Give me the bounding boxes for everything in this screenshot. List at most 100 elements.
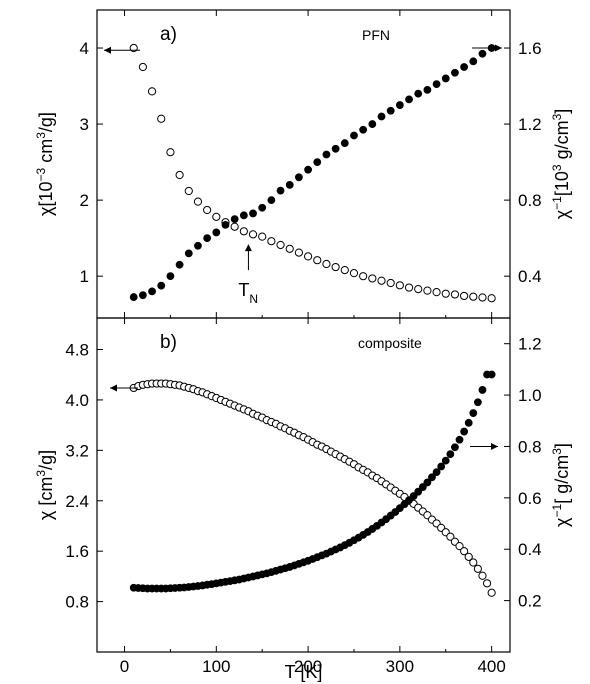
y-left-tick-label: 4.8 [65,341,89,360]
data-point [487,588,496,597]
right-axis-arrow [472,44,502,52]
data-point [148,287,156,296]
y-left-tick-label: 1 [80,267,89,286]
y-left-tick-label: 3.2 [65,441,89,460]
data-point [294,248,304,257]
tn-annotation: TN [238,244,258,306]
series-right-filled-circle [129,370,496,593]
panel-b: 0 100 200 300 400 0.8 1.6 2.4 3.2 4.0 4.8 0.2 0.4 0.6… [34,317,572,676]
data-point [340,139,349,147]
data-point [432,288,441,297]
series-left-open-circle [129,43,496,303]
y-right-tick-label: 0.8 [518,191,542,210]
data-point [464,552,473,561]
data-point [157,281,166,290]
data-point [322,259,331,269]
data-point [478,293,487,302]
y-right-axis-title: χ−1[ g/cm3] [550,443,572,527]
data-point [331,262,340,272]
panel-label: b) [160,332,177,353]
data-point [368,120,377,128]
y-right-tick-label: 0.8 [518,437,542,456]
y-right-tick-label: 1.2 [518,115,542,134]
data-point [276,240,285,250]
data-point [460,63,469,71]
data-point [138,62,147,72]
data-point [478,386,487,394]
data-point [460,427,469,436]
data-point [313,256,322,265]
data-point [404,283,414,292]
data-point [350,131,358,140]
y-right-tick-label: 0.6 [518,489,542,508]
data-point [230,215,239,224]
data-point [451,68,459,77]
y-left-tick-label: 3 [80,115,89,134]
y-right-tick-label: 1.0 [518,386,542,405]
data-point [239,211,248,220]
data-point [276,186,285,195]
data-point [432,468,441,477]
data-point [212,212,221,221]
data-point [194,241,202,250]
series-left-open-circle [129,379,496,597]
y-right-tick-label: 1.6 [518,39,542,58]
data-point [423,85,432,94]
data-point [166,272,175,281]
data-point [437,462,446,471]
y-right-tick-label: 0.4 [518,267,542,286]
left-axis-arrow [104,46,140,54]
data-point [349,269,359,278]
data-point [469,292,478,301]
series-right-filled-circle [129,44,496,301]
data-point [184,249,193,258]
data-point [469,558,478,567]
y-right-axis-title: χ−1[103 g/cm3] [550,109,572,220]
data-point [455,435,464,444]
y-right-tick-label: 1.2 [518,335,542,354]
data-point [303,252,313,261]
data-point [418,483,427,491]
data-point [239,227,248,236]
plot-frame [96,317,511,653]
data-point [359,272,368,281]
data-point [203,234,212,243]
data-point [487,370,496,379]
data-point [212,228,221,237]
data-point [478,571,487,580]
x-tick-label: 0 [120,657,129,676]
data-point [313,158,322,166]
data-point [248,230,258,239]
data-point [446,450,455,459]
data-point [487,294,496,303]
y-right-tick-label: 0.4 [518,540,542,559]
data-point [258,232,267,241]
y-left-tick-label: 4.0 [65,391,89,410]
panel-name: PFN [362,27,390,43]
data-point [147,87,157,96]
data-point [428,473,436,482]
data-point [478,49,487,58]
left-axis-arrow [110,384,138,392]
data-point [423,286,432,295]
data-point [450,290,460,299]
data-point [395,281,404,290]
data-point [460,291,469,301]
panel-a: 1 2 3 4 0.4 0.8 1.2 1.6 χ[10−3 cm3/g] χ−1[103 g/c… [34,9,572,319]
data-point [138,291,147,300]
data-point [451,443,459,452]
data-point [340,265,349,275]
data-point [285,244,294,253]
panel-name: composite [358,335,422,351]
data-point [460,547,469,556]
data-point [368,274,377,283]
data-point [405,95,413,104]
x-tick-label: 100 [202,657,230,676]
data-point [377,276,386,285]
data-point [377,112,386,121]
data-point [386,106,395,115]
data-point [267,237,276,246]
data-point [464,418,473,427]
data-point [386,278,395,288]
